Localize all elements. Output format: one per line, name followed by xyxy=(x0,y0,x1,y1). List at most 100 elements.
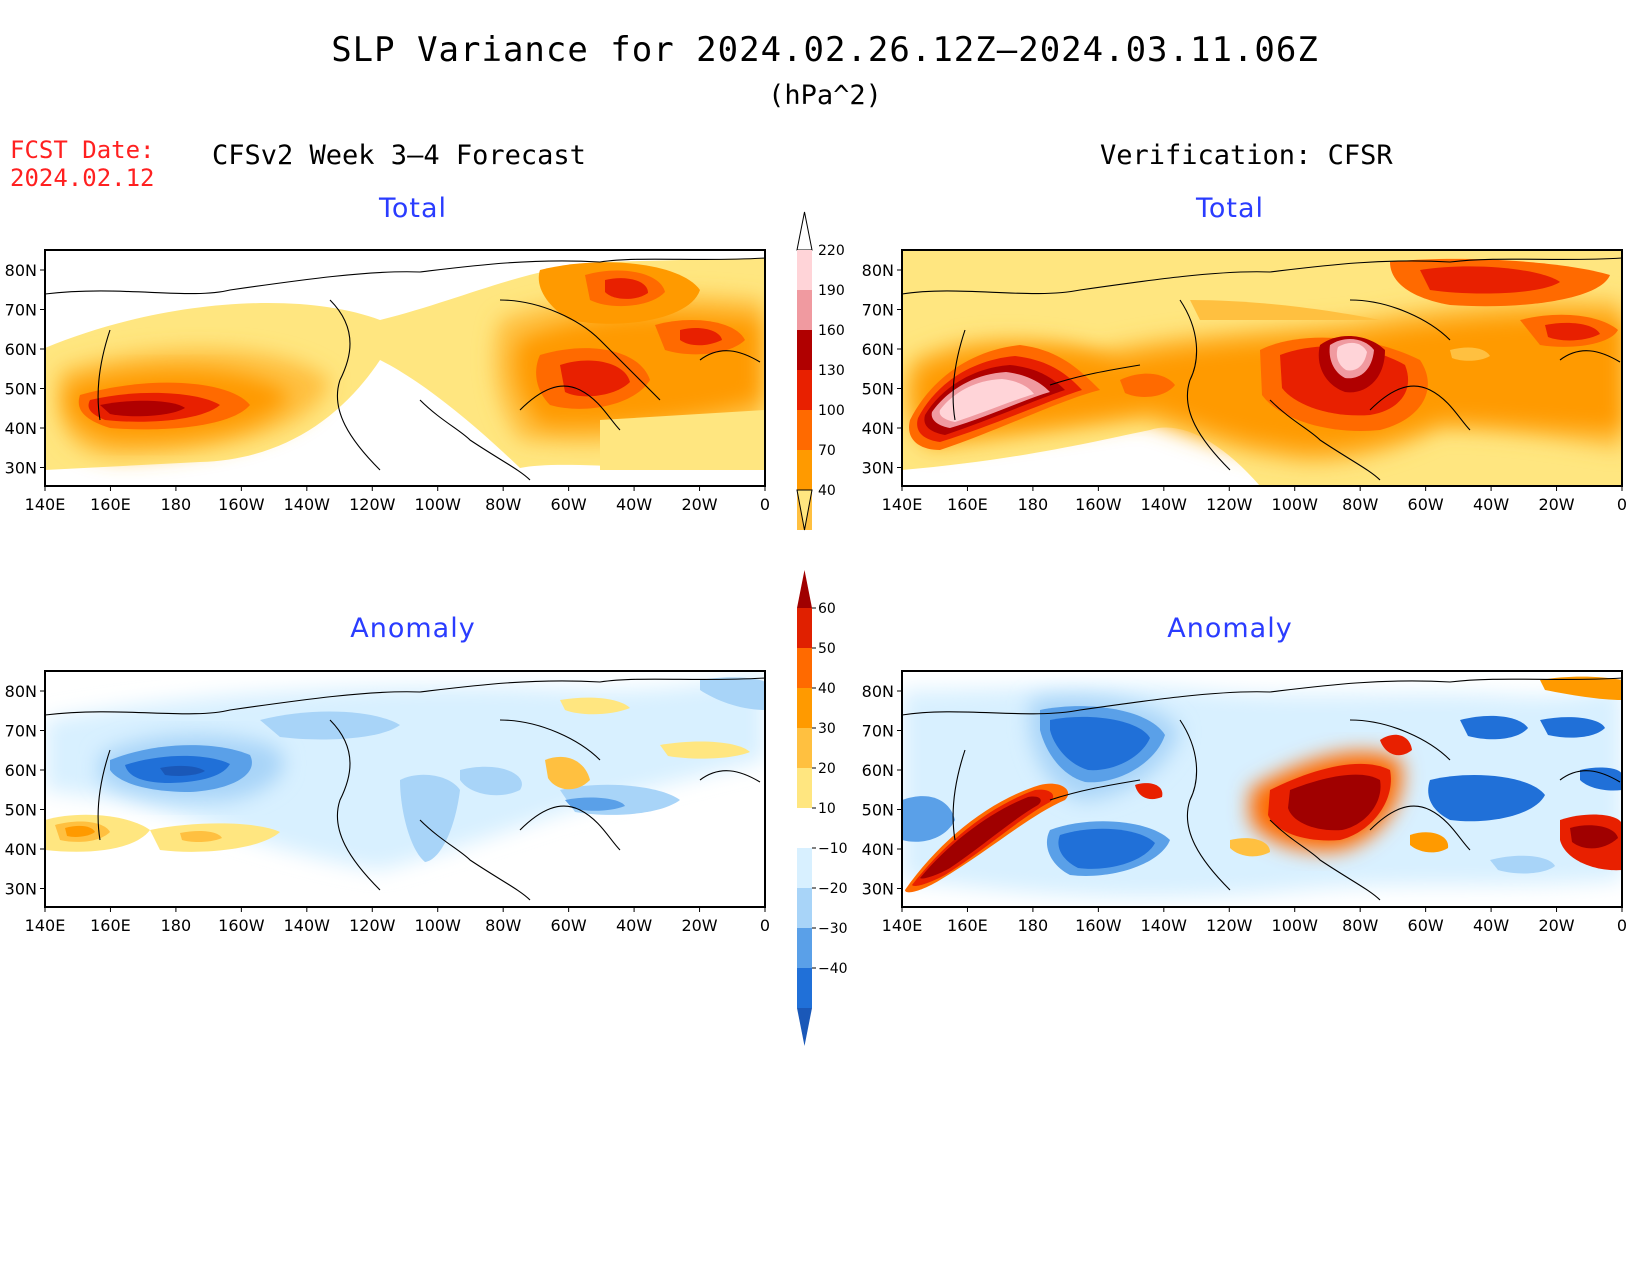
colorbar-swatch xyxy=(797,450,812,490)
lon-tick-label: 20W xyxy=(681,916,717,935)
colorbar-swatch xyxy=(797,290,812,330)
lon-tick-label: 180 xyxy=(1018,495,1049,514)
lat-tick-label: 70N xyxy=(5,301,37,320)
map-panel-verification-total: 140E 160E 180 160W 140W 120W 100W 80W 60W 40W 20W 0… xyxy=(862,249,1627,514)
lon-tick-label: 100W xyxy=(1272,916,1319,935)
panel-heading-forecast-anomaly: Anomaly xyxy=(350,613,476,644)
variance-field-forecast-anomaly xyxy=(45,671,765,907)
lat-tick-label: 70N xyxy=(5,722,37,741)
lon-tick-label: 40W xyxy=(1473,495,1509,514)
map-panel-forecast-total: 140E 160E 180 160W 140W 120W 100W 80W 60W 40W 20W 0… xyxy=(5,249,770,514)
colorbar-level-label: 10 xyxy=(818,801,836,817)
lon-tick-label: 80W xyxy=(485,916,521,935)
lat-tick-label: 30N xyxy=(862,880,894,899)
lon-tick-label: 60W xyxy=(551,495,587,514)
lat-tick-label: 70N xyxy=(862,722,894,741)
lon-tick-label: 40W xyxy=(616,916,652,935)
lon-tick-label: 160E xyxy=(90,495,131,514)
panel-heading-verification-total: Total xyxy=(1195,193,1265,224)
lon-tick-label: 140W xyxy=(284,916,331,935)
lon-tick-label: 120W xyxy=(1206,916,1253,935)
lat-tick-label: 80N xyxy=(5,261,37,280)
map-frame xyxy=(901,670,1623,908)
colorbar-level-label: 100 xyxy=(818,403,845,419)
lat-tick-label: 40N xyxy=(5,840,37,859)
main-title: SLP Variance for 2024.02.26.12Z–2024.03.… xyxy=(331,30,1319,70)
lat-tick-label: 60N xyxy=(5,761,37,780)
lon-tick-label: 160W xyxy=(1075,495,1122,514)
lon-tick-label: 140E xyxy=(882,916,923,935)
lat-tick-label: 40N xyxy=(862,840,894,859)
lon-tick-label: 140E xyxy=(882,495,923,514)
lon-tick-label: 180 xyxy=(161,916,192,935)
panel-heading-verification-anomaly: Anomaly xyxy=(1167,613,1293,644)
lat-tick-label: 40N xyxy=(862,419,894,438)
lat-tick-label: 30N xyxy=(5,880,37,899)
lon-tick-label: 140W xyxy=(284,495,331,514)
colorbar-swatch xyxy=(797,608,812,648)
forecast-date-block: FCST Date: 2024.02.12 xyxy=(10,136,155,192)
lon-tick-label: 20W xyxy=(681,495,717,514)
lon-tick-label: 0 xyxy=(760,916,770,935)
map-panel-forecast-anomaly: 140E 160E 180 160W 140W 120W 100W 80W 60W 40W 20W 0… xyxy=(5,670,770,935)
lat-tick-label: 60N xyxy=(862,340,894,359)
lon-tick-label: 140E xyxy=(25,495,66,514)
colorbar-swatch xyxy=(797,768,812,808)
lon-tick-label: 120W xyxy=(349,916,396,935)
lon-tick-label: 100W xyxy=(1272,495,1319,514)
colorbar-swatch xyxy=(797,370,812,410)
colorbar-swatch xyxy=(797,250,812,290)
colorbar-arrow-top xyxy=(797,570,812,608)
lon-tick-label: 160E xyxy=(947,916,988,935)
colorbar-swatch xyxy=(797,888,812,928)
lat-tick-label: 50N xyxy=(862,801,894,820)
forecast-date-label: FCST Date: xyxy=(10,136,155,164)
colorbar-swatch xyxy=(797,688,812,728)
lon-tick-label: 180 xyxy=(1018,916,1049,935)
lon-tick-label: 140E xyxy=(25,916,66,935)
lon-tick-label: 80W xyxy=(1342,916,1378,935)
colorbar-level-label: 60 xyxy=(818,601,836,617)
lat-tick-label: 30N xyxy=(862,459,894,478)
lon-tick-label: 0 xyxy=(760,495,770,514)
lon-tick-label: 100W xyxy=(415,916,462,935)
lon-tick-label: 0 xyxy=(1617,495,1627,514)
colorbar-swatch xyxy=(797,648,812,688)
colorbar-arrow-bottom xyxy=(797,1008,812,1046)
colorbar-arrow-bottom xyxy=(796,489,813,531)
forecast-date-value: 2024.02.12 xyxy=(10,164,155,192)
lon-tick-label: 20W xyxy=(1538,916,1574,935)
colorbar-swatch xyxy=(797,928,812,968)
lat-tick-label: 30N xyxy=(5,459,37,478)
lon-tick-label: 160E xyxy=(947,495,988,514)
map-frame xyxy=(44,670,766,908)
colorbar-swatch xyxy=(797,728,812,768)
map-frame xyxy=(901,249,1623,487)
colorbar-arrow-top xyxy=(796,211,813,251)
lat-tick-label: 50N xyxy=(862,380,894,399)
verification-column-heading: Verification: CFSR xyxy=(1100,140,1393,171)
lat-tick-label: 60N xyxy=(5,340,37,359)
colorbar-level-label: 130 xyxy=(818,363,845,379)
lat-tick-label: 80N xyxy=(862,682,894,701)
lon-tick-label: 160W xyxy=(1075,916,1122,935)
lon-tick-label: 140W xyxy=(1141,495,1188,514)
lat-tick-label: 40N xyxy=(5,419,37,438)
colorbar-swatch xyxy=(797,968,812,1008)
units-label: (hPa^2) xyxy=(768,80,882,111)
colorbar-level-label: −40 xyxy=(818,961,848,977)
colorbar-swatch xyxy=(797,808,812,848)
lon-tick-label: 100W xyxy=(415,495,462,514)
colorbar-anomaly: 60 50 40 30 20 10 −10 −20 −30 −40 xyxy=(797,570,848,1046)
colorbar-level-label: −30 xyxy=(818,921,848,937)
variance-field-verification-total xyxy=(902,250,1622,486)
lon-tick-label: 120W xyxy=(349,495,396,514)
colorbar-swatch xyxy=(797,330,812,370)
colorbar-swatch xyxy=(797,848,812,888)
colorbar-level-label: 160 xyxy=(818,323,845,339)
lat-tick-label: 80N xyxy=(862,261,894,280)
colorbar-total: 220 190 160 130 100 70 40 xyxy=(796,211,845,531)
lon-tick-label: 40W xyxy=(1473,916,1509,935)
lon-tick-label: 60W xyxy=(551,916,587,935)
